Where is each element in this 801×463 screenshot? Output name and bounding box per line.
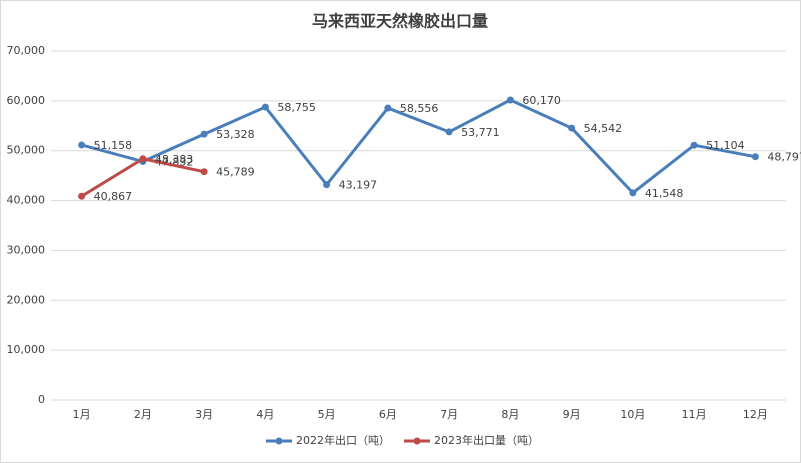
data-point [568, 124, 576, 132]
data-point [323, 181, 331, 189]
data-label: 41,548 [645, 187, 684, 200]
x-tick-label: 2月 [134, 408, 152, 421]
data-label: 58,556 [400, 102, 439, 115]
x-tick-label: 9月 [563, 408, 581, 421]
data-point [139, 155, 147, 163]
chart-title: 马来西亚天然橡胶出口量 [312, 12, 488, 31]
y-tick-label: 60,000 [7, 94, 46, 107]
data-label: 58,755 [277, 101, 316, 114]
data-point [506, 96, 514, 104]
series-line [81, 98, 756, 195]
data-point [200, 168, 208, 176]
data-point [384, 104, 392, 112]
data-label: 47,832 [155, 156, 194, 169]
data-label: 53,328 [216, 128, 255, 141]
data-label: 40,867 [94, 190, 133, 203]
data-label: 53,771 [461, 126, 500, 139]
data-point [78, 141, 86, 149]
data-label: 43,197 [339, 179, 378, 192]
x-tick-label: 1月 [73, 408, 91, 421]
x-tick-label: 8月 [501, 408, 519, 421]
data-point [629, 189, 637, 197]
y-tick-label: 20,000 [7, 293, 46, 306]
data-point [445, 128, 453, 136]
legend-label: 2023年出口量（吨） [434, 433, 539, 447]
x-tick-label: 3月 [195, 408, 213, 421]
data-label: 48,797 [767, 151, 801, 164]
x-tick-label: 12月 [743, 408, 768, 421]
legend-label: 2022年出口（吨） [296, 433, 390, 447]
data-point [78, 192, 86, 200]
y-tick-label: 0 [38, 393, 45, 406]
data-point [261, 103, 269, 111]
data-label: 51,158 [94, 139, 133, 152]
x-tick-label: 7月 [440, 408, 458, 421]
data-point [200, 130, 208, 138]
data-label: 45,789 [216, 166, 255, 179]
data-label: 54,542 [584, 122, 623, 135]
legend-marker [413, 437, 421, 445]
data-point [690, 141, 698, 149]
x-tick-label: 11月 [682, 408, 707, 421]
data-label: 51,104 [706, 139, 745, 152]
data-label: 48,383 [155, 153, 194, 166]
x-tick-label: 4月 [256, 408, 274, 421]
y-tick-label: 50,000 [7, 144, 46, 157]
y-tick-label: 70,000 [7, 44, 46, 57]
data-point [751, 153, 759, 161]
y-tick-label: 30,000 [7, 243, 46, 256]
y-tick-label: 40,000 [7, 194, 46, 207]
legend-marker [275, 437, 283, 445]
data-label: 60,170 [522, 94, 561, 107]
y-tick-label: 10,000 [7, 343, 46, 356]
x-tick-label: 6月 [379, 408, 397, 421]
x-tick-label: 5月 [318, 408, 336, 421]
x-tick-label: 10月 [620, 408, 645, 421]
